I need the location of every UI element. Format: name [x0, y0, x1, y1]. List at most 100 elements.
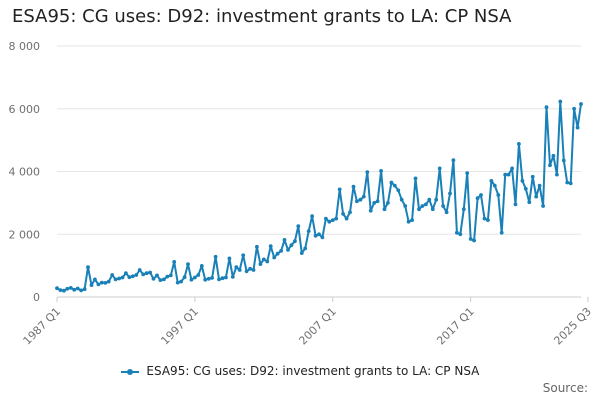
data-point[interactable]	[348, 210, 352, 215]
data-point[interactable]	[403, 204, 408, 208]
data-point[interactable]	[303, 246, 308, 251]
data-point[interactable]	[120, 275, 125, 280]
data-point[interactable]	[55, 286, 59, 291]
data-point[interactable]	[334, 216, 339, 221]
data-point[interactable]	[241, 253, 246, 258]
data-point[interactable]	[317, 232, 321, 237]
data-point[interactable]	[572, 106, 576, 111]
data-point[interactable]	[341, 212, 345, 216]
data-point[interactable]	[127, 275, 132, 280]
data-point[interactable]	[375, 199, 380, 204]
data-point[interactable]	[299, 251, 304, 256]
data-point[interactable]	[203, 277, 208, 282]
data-point[interactable]	[555, 172, 559, 177]
data-point[interactable]	[224, 275, 228, 280]
data-point[interactable]	[579, 102, 583, 106]
data-point[interactable]	[244, 269, 249, 274]
data-point[interactable]	[175, 280, 180, 285]
data-point[interactable]	[117, 276, 121, 281]
data-point[interactable]	[199, 264, 204, 268]
data-point[interactable]	[296, 224, 301, 229]
data-point[interactable]	[355, 199, 359, 204]
data-point[interactable]	[506, 172, 511, 177]
data-point[interactable]	[103, 281, 108, 285]
data-point[interactable]	[420, 204, 425, 208]
data-point[interactable]	[444, 210, 449, 215]
data-point[interactable]	[568, 181, 573, 186]
data-point[interactable]	[79, 288, 83, 293]
data-point[interactable]	[461, 207, 466, 212]
data-point[interactable]	[134, 273, 139, 277]
data-point[interactable]	[361, 194, 366, 199]
data-point[interactable]	[492, 183, 497, 188]
data-point[interactable]	[137, 268, 142, 272]
data-point[interactable]	[65, 286, 70, 291]
data-point[interactable]	[544, 105, 549, 110]
data-point[interactable]	[282, 238, 287, 242]
data-point[interactable]	[379, 169, 383, 173]
data-point[interactable]	[113, 277, 118, 282]
data-point[interactable]	[141, 272, 146, 277]
data-point[interactable]	[261, 257, 266, 262]
data-point[interactable]	[472, 238, 476, 243]
data-point[interactable]	[424, 202, 428, 207]
data-point[interactable]	[89, 283, 94, 287]
data-point[interactable]	[386, 201, 390, 205]
data-point[interactable]	[458, 232, 463, 237]
data-point[interactable]	[392, 183, 397, 188]
data-point[interactable]	[475, 196, 480, 201]
data-point[interactable]	[434, 197, 439, 202]
data-point[interactable]	[510, 166, 514, 171]
data-point[interactable]	[68, 286, 73, 290]
data-point[interactable]	[234, 265, 239, 270]
data-point[interactable]	[286, 248, 290, 252]
data-point[interactable]	[144, 271, 149, 276]
data-point[interactable]	[489, 179, 494, 183]
data-point[interactable]	[206, 276, 211, 281]
data-point[interactable]	[551, 153, 556, 158]
data-point[interactable]	[193, 275, 197, 280]
data-point[interactable]	[58, 288, 63, 292]
data-point[interactable]	[289, 243, 294, 248]
data-point[interactable]	[93, 277, 97, 282]
data-point[interactable]	[293, 239, 297, 244]
data-point[interactable]	[548, 163, 552, 168]
data-point[interactable]	[365, 170, 370, 175]
data-point[interactable]	[527, 200, 532, 205]
data-point[interactable]	[430, 207, 435, 212]
data-point[interactable]	[406, 219, 411, 224]
data-point[interactable]	[327, 219, 332, 224]
data-point[interactable]	[513, 202, 518, 207]
data-point[interactable]	[272, 255, 277, 260]
data-point[interactable]	[268, 244, 273, 249]
data-point[interactable]	[217, 277, 221, 282]
data-point[interactable]	[337, 187, 342, 192]
data-point[interactable]	[330, 218, 335, 223]
data-point[interactable]	[561, 158, 566, 163]
data-point[interactable]	[179, 279, 184, 284]
data-point[interactable]	[324, 216, 328, 221]
data-point[interactable]	[313, 233, 318, 238]
data-point[interactable]	[465, 171, 470, 176]
data-point[interactable]	[575, 125, 580, 130]
data-point[interactable]	[410, 218, 414, 223]
data-point[interactable]	[372, 201, 377, 205]
data-point[interactable]	[427, 197, 432, 202]
data-point[interactable]	[158, 278, 163, 282]
data-point[interactable]	[503, 172, 508, 177]
data-point[interactable]	[196, 273, 201, 277]
source-label[interactable]: Source:	[542, 381, 588, 395]
data-point[interactable]	[162, 277, 166, 282]
data-point[interactable]	[499, 230, 504, 235]
data-point[interactable]	[496, 193, 501, 197]
data-point[interactable]	[251, 268, 256, 272]
data-point[interactable]	[275, 251, 280, 256]
data-point[interactable]	[62, 288, 66, 293]
data-point[interactable]	[530, 174, 535, 179]
data-point[interactable]	[248, 266, 253, 271]
data-point[interactable]	[368, 208, 373, 213]
data-point[interactable]	[151, 276, 156, 281]
data-point[interactable]	[72, 287, 77, 292]
data-point[interactable]	[189, 277, 194, 282]
data-point[interactable]	[413, 176, 418, 181]
